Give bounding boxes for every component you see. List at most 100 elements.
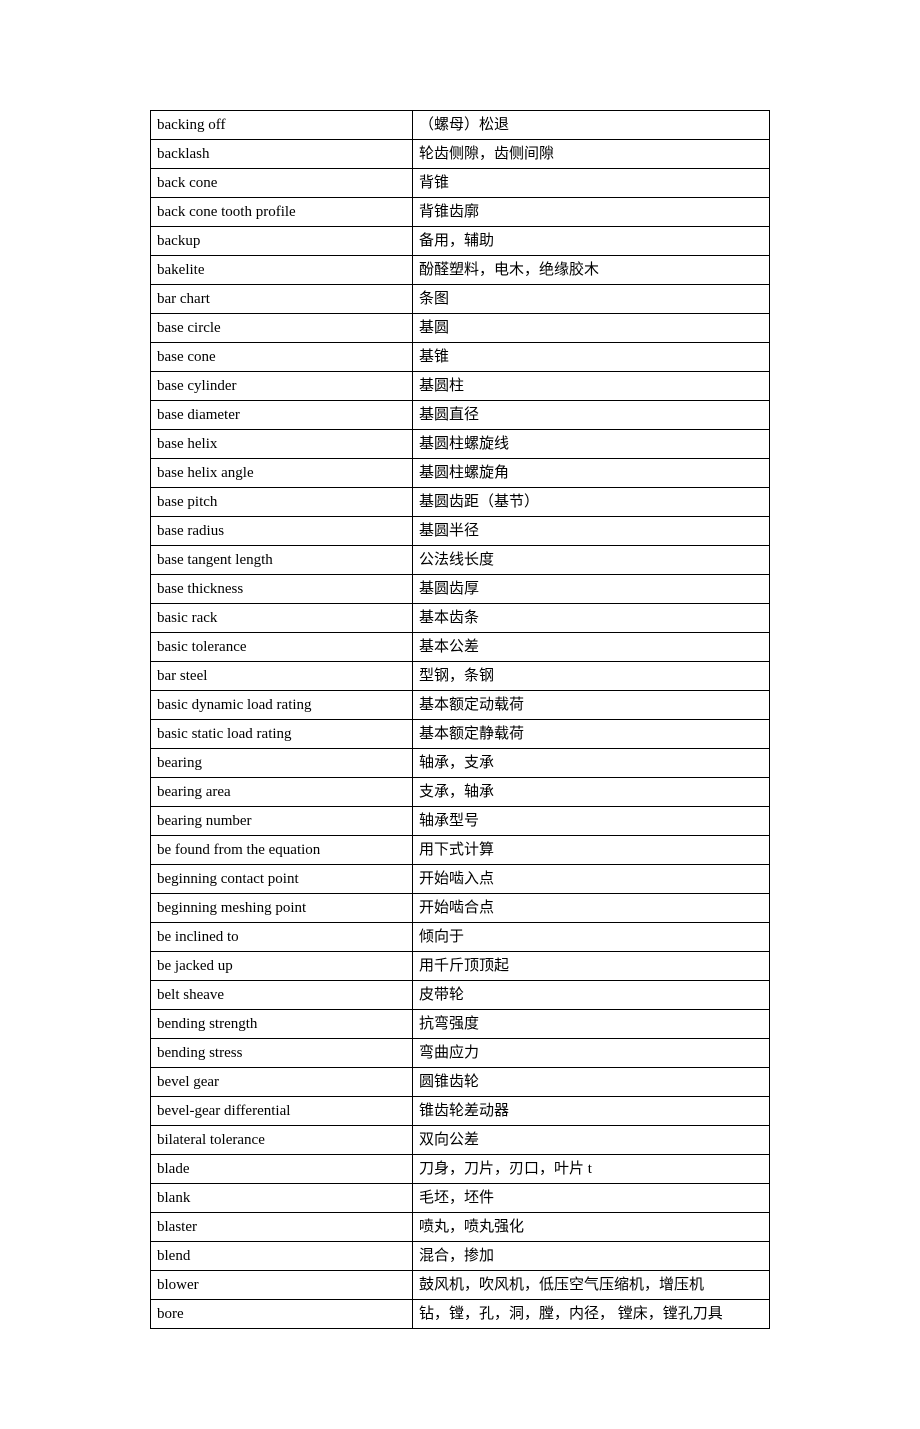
- english-term: bevel-gear differential: [151, 1097, 413, 1126]
- english-term: bilateral tolerance: [151, 1126, 413, 1155]
- english-term: backup: [151, 227, 413, 256]
- english-term: back cone tooth profile: [151, 198, 413, 227]
- english-term: backlash: [151, 140, 413, 169]
- english-term: bevel gear: [151, 1068, 413, 1097]
- english-term: base diameter: [151, 401, 413, 430]
- table-row: backup备用，辅助: [151, 227, 770, 256]
- chinese-translation: 基圆柱: [412, 372, 769, 401]
- table-row: beginning meshing point开始啮合点: [151, 894, 770, 923]
- english-term: base radius: [151, 517, 413, 546]
- chinese-translation: 条图: [412, 285, 769, 314]
- table-row: be inclined to倾向于: [151, 923, 770, 952]
- table-row: blaster喷丸，喷丸强化: [151, 1213, 770, 1242]
- english-term: bearing area: [151, 778, 413, 807]
- chinese-translation: 双向公差: [412, 1126, 769, 1155]
- chinese-translation: 基圆半径: [412, 517, 769, 546]
- english-term: back cone: [151, 169, 413, 198]
- chinese-translation: 轮齿侧隙，齿侧间隙: [412, 140, 769, 169]
- chinese-translation: 锥齿轮差动器: [412, 1097, 769, 1126]
- chinese-translation: （螺母）松退: [412, 111, 769, 140]
- table-row: basic tolerance基本公差: [151, 633, 770, 662]
- english-term: base circle: [151, 314, 413, 343]
- english-term: base pitch: [151, 488, 413, 517]
- table-row: bearing number轴承型号: [151, 807, 770, 836]
- chinese-translation: 公法线长度: [412, 546, 769, 575]
- chinese-translation: 基圆: [412, 314, 769, 343]
- english-term: backing off: [151, 111, 413, 140]
- english-term: blower: [151, 1271, 413, 1300]
- chinese-translation: 背锥齿廓: [412, 198, 769, 227]
- table-row: base tangent length公法线长度: [151, 546, 770, 575]
- chinese-translation: 倾向于: [412, 923, 769, 952]
- table-row: basic dynamic load rating基本额定动载荷: [151, 691, 770, 720]
- english-term: blend: [151, 1242, 413, 1271]
- table-row: bar chart条图: [151, 285, 770, 314]
- english-term: bending stress: [151, 1039, 413, 1068]
- english-term: bakelite: [151, 256, 413, 285]
- chinese-translation: 基圆直径: [412, 401, 769, 430]
- chinese-translation: 备用，辅助: [412, 227, 769, 256]
- chinese-translation: 基本额定动载荷: [412, 691, 769, 720]
- english-term: basic tolerance: [151, 633, 413, 662]
- chinese-translation: 基锥: [412, 343, 769, 372]
- table-row: base helix angle基圆柱螺旋角: [151, 459, 770, 488]
- chinese-translation: 鼓风机，吹风机，低压空气压缩机，增压机: [412, 1271, 769, 1300]
- table-row: bar steel型钢，条钢: [151, 662, 770, 691]
- table-row: base helix基圆柱螺旋线: [151, 430, 770, 459]
- chinese-translation: 毛坯，坯件: [412, 1184, 769, 1213]
- chinese-translation: 基圆柱螺旋角: [412, 459, 769, 488]
- table-row: bending stress弯曲应力: [151, 1039, 770, 1068]
- table-row: blower鼓风机，吹风机，低压空气压缩机，增压机: [151, 1271, 770, 1300]
- english-term: base helix: [151, 430, 413, 459]
- chinese-translation: 背锥: [412, 169, 769, 198]
- table-row: bilateral tolerance双向公差: [151, 1126, 770, 1155]
- english-term: basic static load rating: [151, 720, 413, 749]
- chinese-translation: 基本公差: [412, 633, 769, 662]
- table-row: backing off（螺母）松退: [151, 111, 770, 140]
- table-row: bevel gear圆锥齿轮: [151, 1068, 770, 1097]
- english-term: base thickness: [151, 575, 413, 604]
- chinese-translation: 混合，掺加: [412, 1242, 769, 1271]
- table-row: bearing轴承，支承: [151, 749, 770, 778]
- table-row: bevel-gear differential锥齿轮差动器: [151, 1097, 770, 1126]
- chinese-translation: 钻，镗，孔，洞，膛，内径， 镗床，镗孔刀具: [412, 1300, 769, 1329]
- table-row: bending strength抗弯强度: [151, 1010, 770, 1039]
- english-term: be inclined to: [151, 923, 413, 952]
- table-row: bearing area支承，轴承: [151, 778, 770, 807]
- table-row: beginning contact point开始啮入点: [151, 865, 770, 894]
- chinese-translation: 圆锥齿轮: [412, 1068, 769, 1097]
- chinese-translation: 轴承型号: [412, 807, 769, 836]
- table-row: base pitch基圆齿距（基节）: [151, 488, 770, 517]
- chinese-translation: 开始啮入点: [412, 865, 769, 894]
- english-term: bar steel: [151, 662, 413, 691]
- table-row: blade刀身，刀片，刃口，叶片 t: [151, 1155, 770, 1184]
- chinese-translation: 喷丸，喷丸强化: [412, 1213, 769, 1242]
- table-row: basic rack基本齿条: [151, 604, 770, 633]
- table-row: base thickness基圆齿厚: [151, 575, 770, 604]
- english-term: base tangent length: [151, 546, 413, 575]
- table-row: back cone背锥: [151, 169, 770, 198]
- chinese-translation: 轴承，支承: [412, 749, 769, 778]
- table-row: blend混合，掺加: [151, 1242, 770, 1271]
- english-term: base helix angle: [151, 459, 413, 488]
- table-row: be jacked up用千斤顶顶起: [151, 952, 770, 981]
- chinese-translation: 基本齿条: [412, 604, 769, 633]
- chinese-translation: 刀身，刀片，刃口，叶片 t: [412, 1155, 769, 1184]
- chinese-translation: 用千斤顶顶起: [412, 952, 769, 981]
- english-term: bore: [151, 1300, 413, 1329]
- chinese-translation: 酚醛塑料，电木，绝缘胶木: [412, 256, 769, 285]
- table-body: backing off（螺母）松退backlash轮齿侧隙，齿侧间隙back c…: [151, 111, 770, 1329]
- english-term: bending strength: [151, 1010, 413, 1039]
- table-row: base radius基圆半径: [151, 517, 770, 546]
- chinese-translation: 开始啮合点: [412, 894, 769, 923]
- table-row: bakelite酚醛塑料，电木，绝缘胶木: [151, 256, 770, 285]
- page-container: backing off（螺母）松退backlash轮齿侧隙，齿侧间隙back c…: [0, 0, 920, 1429]
- table-row: base circle基圆: [151, 314, 770, 343]
- table-row: be found from the equation用下式计算: [151, 836, 770, 865]
- english-term: blade: [151, 1155, 413, 1184]
- english-term: basic dynamic load rating: [151, 691, 413, 720]
- english-term: basic rack: [151, 604, 413, 633]
- table-row: back cone tooth profile背锥齿廓: [151, 198, 770, 227]
- table-row: base cone基锥: [151, 343, 770, 372]
- chinese-translation: 基圆柱螺旋线: [412, 430, 769, 459]
